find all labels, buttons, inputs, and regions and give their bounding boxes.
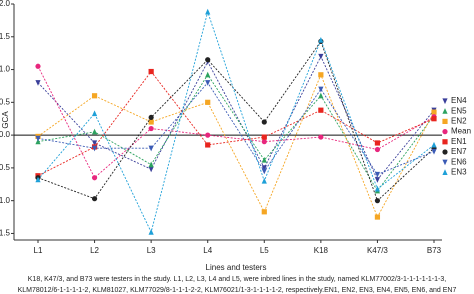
legend-label: EN5 [451,106,467,115]
x-tick-label: K18 [314,246,329,255]
data-point [205,132,211,138]
data-point [431,109,437,115]
data-point [205,80,211,86]
legend-marker [442,118,448,124]
data-point [261,134,267,140]
data-point [318,72,324,78]
series-line [37,66,435,179]
x-tick-label: L1 [34,246,43,255]
legend-label: EN3 [451,168,467,177]
y-tick-label: 0.5 [0,97,11,106]
data-point [91,140,98,147]
legend-marker [442,108,448,114]
data-point [91,110,98,117]
legend-marker [442,98,448,105]
legend-label: EN4 [451,96,467,105]
data-point [148,166,154,173]
data-point [148,145,154,152]
data-point [148,114,154,121]
legend-label: EN2 [451,117,467,126]
legend-label: Mean [451,127,471,136]
data-point [374,171,381,178]
series-line [37,10,435,234]
data-point [91,93,98,99]
data-point [148,229,154,235]
data-point [35,176,41,183]
data-point [205,142,211,148]
y-tick-label: 1.5 [0,32,11,41]
data-point [318,53,324,60]
data-point [318,134,324,140]
x-tick-label: L5 [260,246,269,255]
data-point [205,8,211,15]
data-point [35,63,41,69]
y-tick-label: -0.5 [0,163,11,172]
data-point [148,68,154,75]
data-point [148,125,154,132]
data-point [431,148,437,155]
y-tick-label: 0.0 [0,130,11,139]
data-point [374,140,381,146]
data-point [35,80,41,86]
data-point [205,71,211,78]
data-point [374,214,381,220]
legend-label: EN7 [451,147,467,156]
series-line [37,55,435,181]
legend-marker [442,159,448,166]
y-axis-label: GCA [1,111,10,129]
data-point [374,185,381,192]
series-line [37,40,435,202]
data-point [374,198,381,204]
data-point [318,107,324,113]
series-line [37,73,435,219]
data-point [374,177,381,183]
data-point [261,177,267,184]
data-point [261,165,267,171]
data-point [148,119,154,125]
data-point [91,196,98,202]
data-point [35,135,41,142]
y-tick-label: 2.0 [0,0,11,8]
data-point [374,146,381,153]
data-point [431,141,437,148]
y-tick-label: -1.0 [0,196,11,205]
data-point [205,99,211,105]
data-point [91,128,98,135]
x-tick-label: K47/3 [367,246,388,255]
data-point [318,92,324,99]
data-point [318,86,324,93]
x-tick-label: B73 [427,246,442,255]
legend-marker [442,169,448,175]
caption: KLM78012/6-1-1-1-1-2, KLM81027, KLM77029… [18,287,457,294]
data-point [261,168,267,175]
legend-marker [442,139,448,145]
x-tick-label: L4 [203,246,212,255]
data-point [91,175,98,181]
data-point [261,156,267,163]
data-point [261,139,267,145]
x-tick-label: L3 [147,246,156,255]
data-point [431,116,437,122]
y-tick-label: -1.5 [0,229,11,238]
legend-label: EN6 [451,157,467,166]
data-point [318,36,324,43]
x-tick-label: L2 [90,246,99,255]
data-point [91,145,98,152]
x-axis-label: Lines and testers [206,263,267,272]
y-tick-label: 1.0 [0,65,11,74]
data-point [261,209,267,215]
data-point [148,161,154,168]
legend-label: EN1 [451,137,467,146]
data-point [261,119,267,125]
series-line [37,70,435,177]
caption: K18, K47/3, and B73 were testers in the … [28,276,446,283]
legend-marker [442,149,448,155]
data-point [205,57,211,63]
legend-marker [442,129,448,135]
series-line [37,81,435,175]
